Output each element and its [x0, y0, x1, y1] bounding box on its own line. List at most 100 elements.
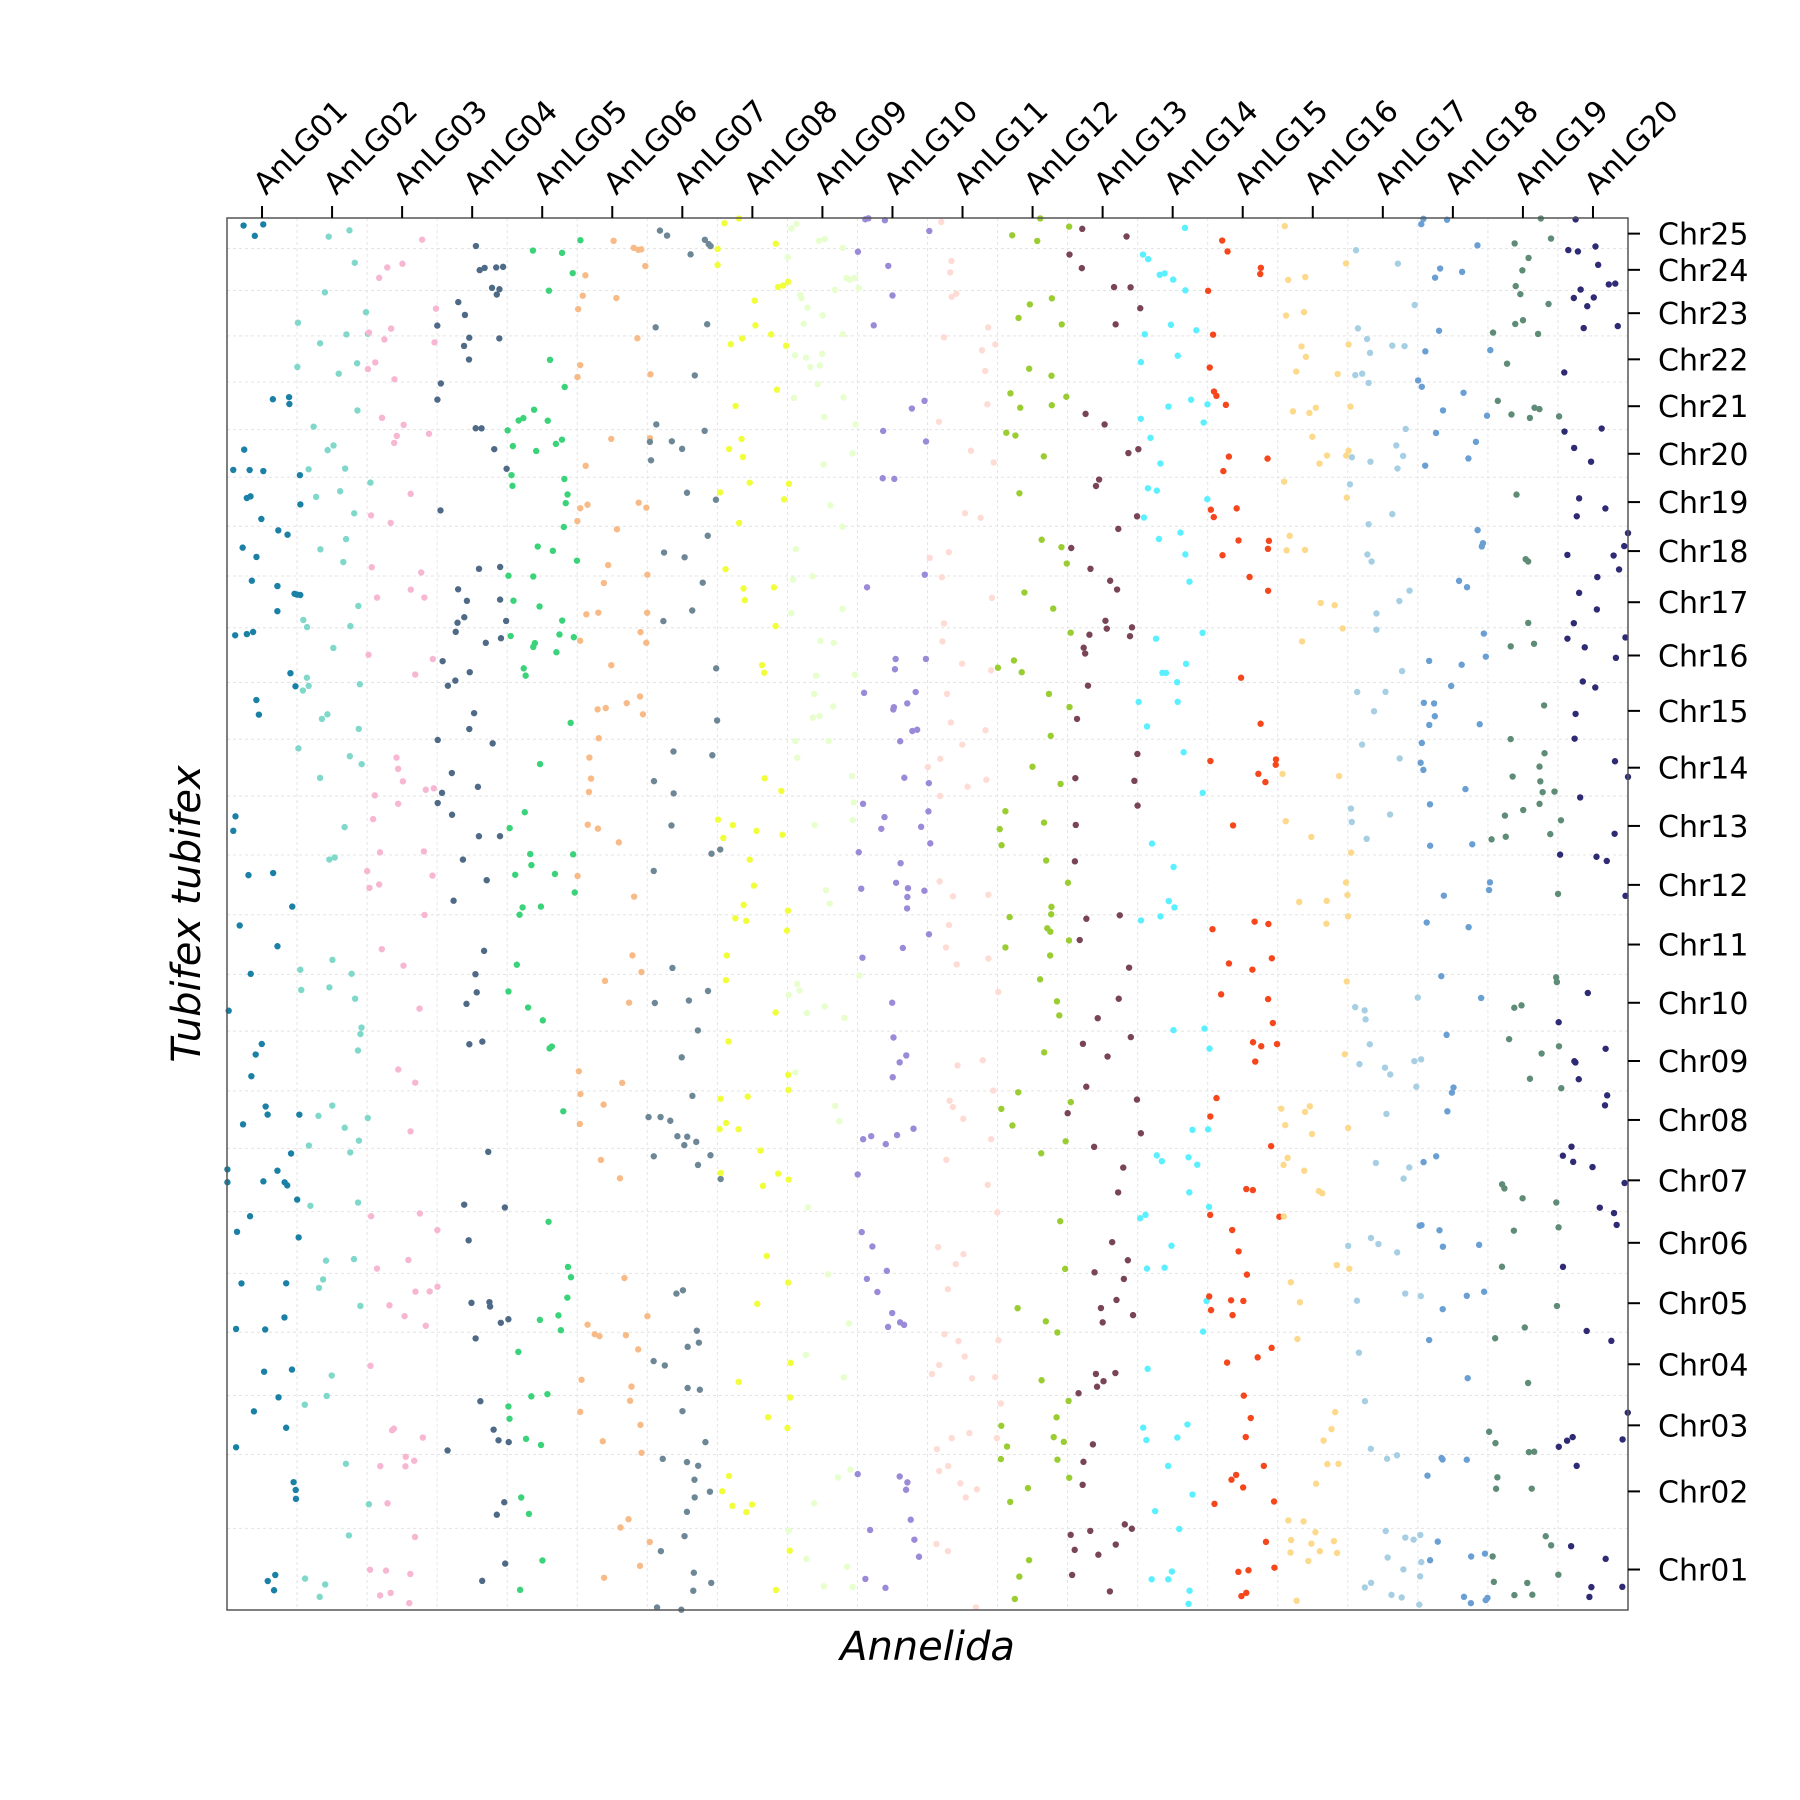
data-point — [1100, 1377, 1107, 1385]
data-point — [485, 1148, 492, 1156]
data-point — [1137, 415, 1144, 422]
data-point — [904, 893, 911, 901]
data-point — [287, 669, 294, 677]
data-point — [231, 632, 239, 639]
data-point — [549, 547, 557, 555]
data-point — [1142, 1211, 1149, 1219]
data-point — [1282, 817, 1289, 825]
data-point — [275, 527, 282, 534]
data-point — [1161, 270, 1168, 277]
data-point — [1552, 974, 1560, 981]
data-point — [917, 823, 925, 831]
data-point — [1418, 383, 1426, 390]
data-point — [460, 1201, 468, 1208]
data-point — [933, 1445, 941, 1453]
data-point — [582, 462, 589, 470]
data-point — [944, 1462, 952, 1470]
data-point — [786, 1394, 794, 1401]
data-point — [995, 1337, 1002, 1344]
data-point — [780, 496, 788, 503]
data-point — [342, 1460, 350, 1467]
data-point — [1213, 1094, 1220, 1102]
data-point — [879, 427, 887, 435]
data-point — [647, 457, 655, 464]
data-point — [1352, 371, 1359, 379]
data-point — [702, 1438, 709, 1446]
data-point — [376, 849, 384, 856]
data-point — [1066, 703, 1073, 711]
data-point — [925, 931, 933, 938]
data-point — [1547, 830, 1554, 838]
data-point — [342, 535, 350, 543]
data-point — [1589, 1163, 1596, 1171]
data-point — [507, 632, 514, 640]
data-point — [577, 237, 584, 244]
data-point — [466, 1041, 473, 1048]
data-point — [1300, 308, 1308, 316]
data-point — [382, 1567, 390, 1574]
data-point — [1068, 544, 1075, 552]
y-tick-label: Chr01 — [1658, 1554, 1748, 1589]
data-point — [545, 1218, 552, 1225]
data-point — [1067, 629, 1074, 636]
data-point — [386, 1302, 393, 1309]
data-point — [1087, 565, 1094, 573]
data-point — [972, 1604, 980, 1611]
y-tick-label: Chr06 — [1658, 1227, 1748, 1262]
data-point — [1103, 625, 1110, 632]
data-point — [1430, 700, 1438, 707]
data-point — [466, 668, 473, 676]
data-point — [522, 1435, 530, 1443]
data-point — [694, 1027, 702, 1034]
data-point — [292, 1495, 300, 1503]
data-point — [1498, 1263, 1506, 1270]
data-point — [684, 1343, 691, 1351]
data-point — [896, 738, 904, 745]
data-point — [907, 1516, 914, 1523]
data-point — [289, 903, 296, 910]
data-point — [1411, 1057, 1418, 1065]
data-point — [1387, 1071, 1394, 1078]
data-point — [888, 1309, 896, 1317]
data-point — [1592, 684, 1599, 691]
data-point — [527, 850, 534, 858]
data-point — [1165, 1576, 1172, 1583]
data-point — [1068, 1571, 1076, 1579]
data-point — [936, 792, 944, 800]
data-point — [638, 1449, 645, 1456]
data-point — [545, 287, 553, 294]
data-point — [274, 607, 281, 615]
data-point — [1432, 429, 1440, 437]
y-tick-label: Chr17 — [1658, 586, 1748, 621]
data-point — [681, 1141, 688, 1149]
data-point — [587, 775, 595, 782]
data-point — [230, 466, 237, 474]
data-point — [421, 911, 428, 919]
data-point — [1269, 1019, 1277, 1027]
data-point — [1365, 521, 1372, 528]
data-point — [1135, 445, 1142, 453]
data-point — [1048, 295, 1056, 302]
data-point — [689, 607, 696, 614]
data-point — [1205, 1293, 1213, 1300]
data-point — [1569, 1433, 1576, 1441]
data-point — [1144, 485, 1152, 492]
y-tick-label: Chr05 — [1658, 1287, 1748, 1322]
data-point — [367, 512, 375, 519]
data-point — [1053, 998, 1061, 1005]
data-point — [1262, 778, 1269, 786]
data-point — [1064, 1110, 1071, 1117]
data-point — [912, 688, 919, 696]
data-point — [560, 1108, 567, 1115]
data-point — [1386, 811, 1394, 818]
data-point — [502, 1560, 509, 1567]
data-point — [1120, 1275, 1128, 1283]
data-point — [373, 1265, 381, 1272]
data-point — [650, 867, 657, 875]
data-point — [1210, 513, 1217, 521]
data-point — [897, 859, 904, 867]
data-point — [395, 1066, 402, 1073]
data-point — [1264, 455, 1271, 462]
data-point — [1426, 721, 1433, 729]
data-point — [657, 1547, 665, 1555]
